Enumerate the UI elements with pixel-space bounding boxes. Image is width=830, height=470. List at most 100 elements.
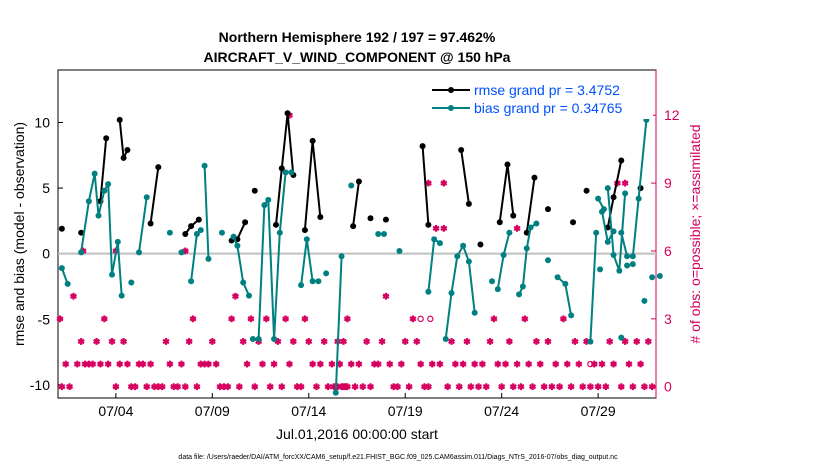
assimilated-count-marker bbox=[131, 383, 139, 391]
assimilated-count-marker bbox=[556, 383, 564, 391]
count-stroke bbox=[235, 384, 243, 390]
count-stroke bbox=[66, 384, 74, 390]
assimilated-count-marker bbox=[532, 338, 540, 345]
count-stroke bbox=[343, 384, 351, 390]
count-stroke bbox=[640, 384, 648, 390]
assimilated-count-marker bbox=[208, 338, 216, 345]
rmse-point bbox=[278, 165, 285, 172]
count-stroke bbox=[96, 361, 104, 367]
bias-point bbox=[465, 258, 472, 265]
assimilated-count-marker bbox=[228, 315, 236, 323]
assimilated-count-marker bbox=[436, 360, 444, 368]
rmse-point bbox=[301, 227, 308, 234]
count-stroke bbox=[459, 361, 467, 367]
count-stroke bbox=[274, 338, 282, 345]
bias-point bbox=[218, 229, 225, 236]
count-stroke bbox=[247, 316, 255, 322]
count-stroke bbox=[540, 384, 548, 390]
assimilated-count-marker bbox=[509, 383, 517, 391]
legend-rmse-label: rmse grand pr = 3.4752 bbox=[474, 82, 620, 98]
count-stroke bbox=[69, 293, 77, 299]
bias-point bbox=[101, 187, 108, 194]
bias-point bbox=[288, 169, 295, 176]
bias-point bbox=[616, 267, 623, 274]
assimilated-count-marker bbox=[413, 338, 421, 345]
count-stroke bbox=[478, 361, 486, 367]
bias-point bbox=[624, 262, 631, 269]
rmse-point bbox=[242, 219, 249, 226]
legend-bias-marker bbox=[448, 105, 454, 111]
count-stroke bbox=[575, 361, 583, 367]
bias-line-segment bbox=[138, 197, 148, 253]
bias-point bbox=[85, 198, 92, 205]
count-stroke bbox=[251, 384, 259, 390]
bias-point bbox=[255, 335, 262, 342]
count-stroke bbox=[424, 384, 432, 390]
count-stroke bbox=[378, 338, 386, 345]
assimilated-count-marker bbox=[594, 383, 602, 391]
rmse-point bbox=[120, 154, 127, 161]
assimilated-count-marker bbox=[517, 383, 525, 391]
bias-point bbox=[554, 274, 561, 281]
assimilated-count-marker bbox=[312, 383, 320, 391]
bias-point bbox=[261, 202, 268, 209]
count-stroke bbox=[598, 361, 606, 367]
count-stroke bbox=[451, 361, 459, 367]
bias-point bbox=[494, 286, 501, 293]
assimilated-count-marker bbox=[482, 383, 490, 391]
assimilated-count-marker bbox=[320, 338, 328, 345]
bias-point bbox=[593, 229, 600, 236]
assimilated-count-marker bbox=[120, 338, 128, 345]
assimilated-count-marker bbox=[475, 383, 483, 391]
count-stroke bbox=[208, 338, 216, 345]
assimilated-count-marker bbox=[401, 338, 409, 345]
rmse-point bbox=[355, 178, 362, 185]
x-tick-label: 07/24 bbox=[484, 403, 519, 419]
rmse-point bbox=[78, 229, 85, 236]
assimilated-count-marker bbox=[536, 360, 544, 368]
count-stroke bbox=[432, 225, 440, 231]
count-stroke bbox=[131, 384, 139, 390]
count-stroke bbox=[116, 361, 124, 367]
assimilated-count-marker bbox=[540, 383, 548, 391]
rmse-line-segment bbox=[149, 166, 160, 224]
bias-point bbox=[323, 270, 330, 277]
bias-point bbox=[128, 279, 135, 286]
assimilated-count-marker bbox=[374, 360, 382, 368]
count-stroke bbox=[339, 338, 348, 345]
bias-point bbox=[64, 280, 71, 287]
count-stroke bbox=[158, 384, 166, 390]
bias-point bbox=[516, 291, 523, 298]
rmse-point bbox=[477, 241, 484, 248]
count-stroke bbox=[463, 338, 471, 345]
assimilated-count-marker bbox=[637, 360, 645, 368]
rmse-point bbox=[147, 220, 154, 227]
assimilated-count-marker bbox=[262, 315, 270, 323]
assimilated-count-marker bbox=[417, 360, 425, 368]
assimilated-count-marker bbox=[451, 360, 459, 368]
count-stroke bbox=[282, 316, 290, 322]
bias-point bbox=[448, 290, 455, 297]
bias-point bbox=[188, 278, 195, 285]
bias-point bbox=[442, 335, 449, 342]
rmse-point bbox=[496, 219, 503, 226]
assimilated-count-marker bbox=[505, 338, 513, 345]
rmse-point bbox=[182, 231, 189, 237]
bias-point bbox=[166, 229, 173, 236]
bias-point bbox=[656, 272, 663, 279]
assimilated-count-marker bbox=[405, 383, 413, 391]
count-stroke bbox=[120, 338, 128, 345]
assimilated-count-marker bbox=[73, 360, 81, 368]
bias-point bbox=[587, 338, 594, 345]
assimilated-count-marker bbox=[567, 383, 575, 391]
assimilated-count-marker bbox=[494, 360, 502, 368]
count-stroke bbox=[548, 384, 556, 390]
bias-point bbox=[143, 194, 150, 201]
count-stroke bbox=[586, 384, 594, 390]
assimilated-count-marker bbox=[285, 360, 293, 368]
count-stroke bbox=[73, 361, 81, 367]
x-tick-label: 07/29 bbox=[581, 403, 616, 419]
bias-point bbox=[436, 240, 443, 247]
count-stroke bbox=[486, 338, 494, 345]
assimilated-count-marker bbox=[309, 360, 317, 368]
